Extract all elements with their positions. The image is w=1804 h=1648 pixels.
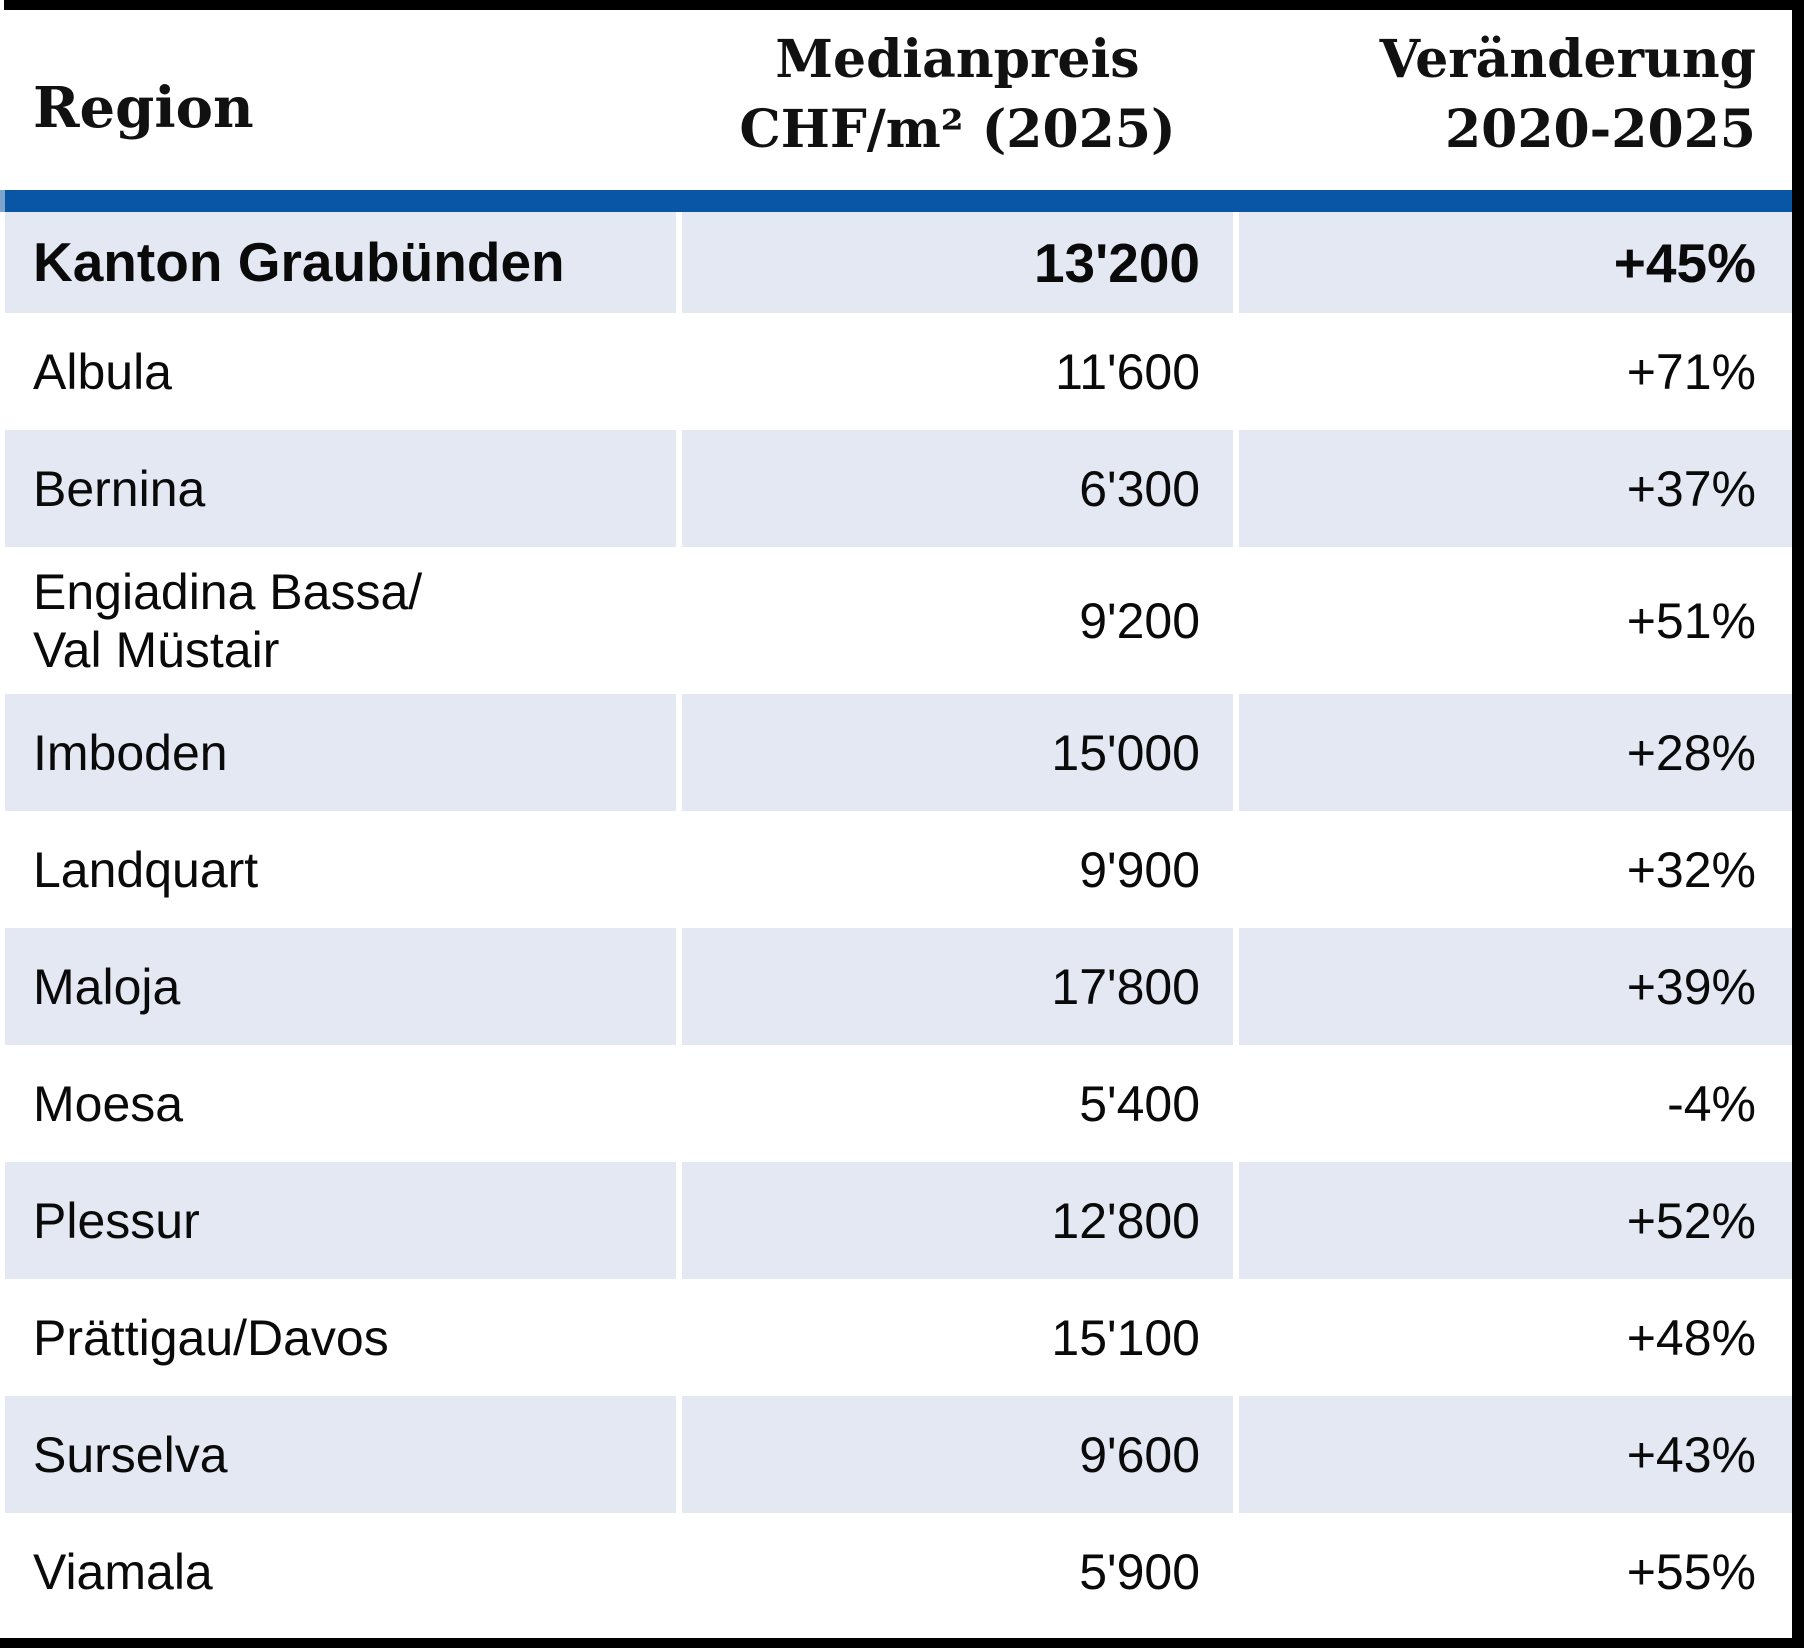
change-cell: +51% xyxy=(1626,592,1756,649)
border-top xyxy=(4,0,1804,10)
table-row: Landquart 9'900 +32% xyxy=(5,811,1792,928)
header-change-line1: Veränderung xyxy=(1379,29,1756,90)
header-divider-bar xyxy=(5,190,1792,212)
header-price-line2: CHF/m² (2025) xyxy=(739,99,1176,160)
region-cell: Bernina xyxy=(5,430,676,547)
header-price: Medianpreis CHF/m² (2025) xyxy=(682,0,1233,190)
price-cell: 5'900 xyxy=(1079,1543,1200,1600)
table-row: Bernina 6'300 +37% xyxy=(5,430,1793,547)
table-row: Albula 11'600 +71% xyxy=(5,313,1792,430)
change-cell: +37% xyxy=(1239,430,1793,547)
change-cell: +55% xyxy=(1626,1543,1756,1600)
header-price-line1: Medianpreis xyxy=(775,29,1140,90)
change-cell: +32% xyxy=(1626,841,1756,898)
price-cell: 15'100 xyxy=(1051,1309,1200,1366)
region-cell: Maloja xyxy=(5,928,676,1045)
table-body: Kanton Graubünden 13'200 +45% Albula 11'… xyxy=(5,212,1793,1630)
region-cell: Kanton Graubünden xyxy=(5,212,676,313)
change-cell: +52% xyxy=(1239,1162,1793,1279)
price-cell: 9'600 xyxy=(682,1396,1233,1513)
header-change: Veränderung 2020-2025 xyxy=(1239,0,1793,190)
price-cell: 17'800 xyxy=(682,928,1233,1045)
price-cell: 9'900 xyxy=(1079,841,1200,898)
region-cell: Engiadina Bassa/ Val Müstair xyxy=(33,563,423,678)
region-cell: Imboden xyxy=(5,694,676,811)
region-cell: Viamala xyxy=(33,1543,213,1600)
region-cell: Landquart xyxy=(33,841,259,898)
table-row: Plessur 12'800 +52% xyxy=(5,1162,1793,1279)
region-cell: Moesa xyxy=(33,1075,184,1132)
border-bottom xyxy=(0,1638,1804,1648)
region-cell: Surselva xyxy=(5,1396,676,1513)
table-header: Region Medianpreis CHF/m² (2025) Verände… xyxy=(5,0,1792,190)
price-cell: 5'400 xyxy=(1079,1075,1200,1132)
change-cell: +71% xyxy=(1626,343,1756,400)
change-cell: +43% xyxy=(1239,1396,1793,1513)
change-cell: +28% xyxy=(1239,694,1793,811)
change-cell: +48% xyxy=(1626,1309,1756,1366)
price-cell: 15'000 xyxy=(682,694,1233,811)
border-right xyxy=(1792,0,1804,1648)
price-cell: 13'200 xyxy=(682,212,1233,313)
table-row: Imboden 15'000 +28% xyxy=(5,694,1793,811)
header-change-line2: 2020-2025 xyxy=(1444,99,1756,160)
table-row: Moesa 5'400 -4% xyxy=(5,1045,1792,1162)
change-cell: +39% xyxy=(1239,928,1793,1045)
table-row: Kanton Graubünden 13'200 +45% xyxy=(5,212,1793,313)
table-row: Engiadina Bassa/ Val Müstair 9'200 +51% xyxy=(5,547,1792,694)
table-row: Surselva 9'600 +43% xyxy=(5,1396,1793,1513)
price-cell: 9'200 xyxy=(1079,592,1200,649)
table-row: Viamala 5'900 +55% xyxy=(5,1513,1792,1630)
region-cell: Plessur xyxy=(5,1162,676,1279)
price-cell: 6'300 xyxy=(682,430,1233,547)
region-cell: Prättigau/Davos xyxy=(33,1309,389,1366)
header-region: Region xyxy=(33,75,254,141)
region-cell: Albula xyxy=(33,343,172,400)
price-cell: 12'800 xyxy=(682,1162,1233,1279)
change-cell: -4% xyxy=(1667,1075,1756,1132)
table-row: Maloja 17'800 +39% xyxy=(5,928,1793,1045)
table-row: Prättigau/Davos 15'100 +48% xyxy=(5,1279,1792,1396)
price-cell: 11'600 xyxy=(1055,343,1200,400)
change-cell: +45% xyxy=(1239,212,1793,313)
header-divider-bar-left-edge xyxy=(0,190,5,212)
